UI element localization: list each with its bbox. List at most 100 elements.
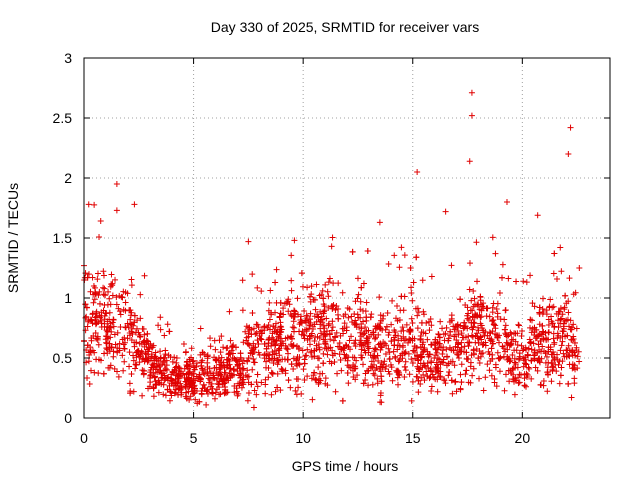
data-point [254,337,261,344]
data-point [557,316,564,323]
data-point [543,336,550,343]
data-point [564,316,571,323]
data-point [489,304,496,311]
data-point [428,341,435,348]
data-point [265,337,272,344]
data-point [107,324,114,331]
data-point [557,334,564,341]
chart-title: Day 330 of 2025, SRMTID for receiver var… [211,19,479,35]
data-point [549,368,556,375]
data-point [514,342,521,349]
data-point [82,301,89,308]
data-point [492,364,499,371]
data-point [549,304,556,311]
data-point [191,383,198,390]
data-point [557,372,564,379]
data-point [169,369,176,376]
data-point [299,347,306,354]
data-point [270,323,277,330]
data-point [262,376,269,383]
data-point [83,304,90,311]
data-point [486,367,493,374]
data-point [478,351,485,358]
data-point [399,344,406,351]
data-point [496,355,503,362]
data-point [212,346,219,353]
data-point [278,328,285,335]
data-point [480,300,487,307]
data-point [226,308,233,315]
data-point [388,321,395,328]
data-point [400,327,407,334]
data-point [127,390,134,397]
data-point [365,327,372,334]
data-point [272,279,279,286]
data-point [396,264,403,271]
data-point [322,341,329,348]
data-point [334,370,341,377]
data-point [363,299,370,306]
data-point [502,322,509,329]
data-point [349,248,356,255]
data-point [303,352,310,359]
data-point [439,350,446,357]
data-point [237,370,244,377]
y-tick-label: 0.5 [53,350,73,366]
data-point [401,373,408,380]
data-point [296,361,303,368]
data-point [101,285,108,292]
data-point [174,372,181,379]
data-point [525,345,532,352]
data-point [134,347,141,354]
data-point [463,367,470,374]
data-point [534,349,541,356]
data-point [218,362,225,369]
data-point [315,379,322,386]
data-point [171,390,178,397]
data-point [228,370,235,377]
data-point [556,380,563,387]
data-point [411,343,418,350]
data-point [446,319,453,326]
data-point [437,318,444,325]
data-point [176,365,183,372]
data-point [560,350,567,357]
data-point [92,314,99,321]
data-point [407,328,414,335]
data-point [449,358,456,365]
data-point [281,356,288,363]
data-point [330,337,337,344]
data-point [332,334,339,341]
data-point [300,331,307,338]
data-point [270,336,277,343]
data-point [124,335,131,342]
data-point [457,296,464,303]
data-point [448,315,455,322]
data-point [355,314,362,321]
data-point [245,354,252,361]
data-point [290,355,297,362]
data-point [477,314,484,321]
data-point [126,380,133,387]
data-point [272,388,279,395]
data-point [291,308,298,315]
data-point [124,320,131,327]
data-point [308,283,315,290]
data-point [466,158,473,165]
data-point [446,344,453,351]
data-point [493,306,500,313]
data-point [294,295,301,302]
data-point [417,343,424,350]
data-point [137,291,144,298]
data-point [312,306,319,313]
data-point [383,342,390,349]
data-point [301,360,308,367]
data-point [197,325,204,332]
data-point [434,355,441,362]
data-point [248,381,255,388]
data-point [302,353,309,360]
data-point [440,331,447,338]
data-point [485,348,492,355]
data-point [441,377,448,384]
data-point [448,377,455,384]
